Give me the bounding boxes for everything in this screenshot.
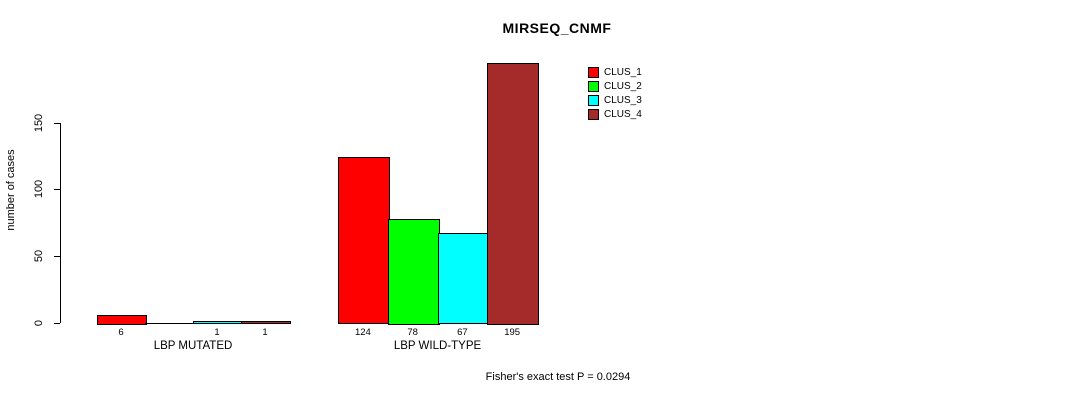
bar-value-label: 1: [262, 327, 268, 338]
bar-clus_3: [193, 321, 243, 325]
legend: CLUS_1 CLUS_2 CLUS_3 CLUS_4: [588, 65, 642, 121]
bar-value-label: 67: [457, 327, 468, 338]
bar-value-label: 78: [407, 327, 418, 338]
bar-clus_2: [387, 218, 440, 325]
bar-clus_2-zero: [145, 322, 193, 324]
legend-swatch-icon: [588, 94, 599, 106]
bar-value-label: 124: [354, 327, 371, 338]
y-axis-tick: [53, 122, 60, 124]
legend-label: CLUS_4: [604, 108, 642, 120]
legend-label: CLUS_3: [604, 94, 642, 106]
fisher-test-annotation: Fisher's exact test P = 0.0294: [485, 371, 631, 383]
y-axis-line: [59, 122, 61, 323]
legend-swatch-icon: [588, 66, 599, 78]
bar-value-label: 6: [118, 327, 124, 338]
legend-swatch-icon: [588, 80, 599, 92]
y-axis-title: number of cases: [5, 149, 17, 231]
legend-item: CLUS_2: [588, 79, 642, 93]
y-axis-tick-label: 50: [33, 249, 45, 262]
y-axis-tick: [53, 255, 60, 257]
bar-value-label: 1: [214, 327, 220, 338]
group-label: LBP WILD-TYPE: [393, 340, 482, 352]
legend-label: CLUS_2: [604, 80, 642, 92]
y-axis-tick: [53, 322, 60, 324]
legend-label: CLUS_1: [604, 66, 642, 78]
bar-clus_4: [487, 62, 539, 325]
chart-title: MIRSEQ_CNMF: [502, 20, 612, 36]
legend-item: CLUS_1: [588, 65, 642, 79]
legend-item: CLUS_3: [588, 93, 642, 107]
bar-clus_1: [97, 314, 147, 325]
y-axis-tick-label: 150: [33, 113, 45, 132]
y-axis-tick-label: 100: [33, 179, 45, 199]
legend-item: CLUS_4: [588, 107, 642, 121]
bar-clus_1: [338, 157, 390, 325]
group-label: LBP MUTATED: [153, 340, 233, 352]
y-axis-tick: [53, 189, 60, 191]
legend-swatch-icon: [588, 108, 599, 120]
bar-clus_3: [437, 233, 490, 325]
bar-clus_4: [241, 321, 291, 325]
y-axis-tick-label: 0: [33, 319, 45, 326]
bar-value-label: 195: [504, 327, 521, 338]
